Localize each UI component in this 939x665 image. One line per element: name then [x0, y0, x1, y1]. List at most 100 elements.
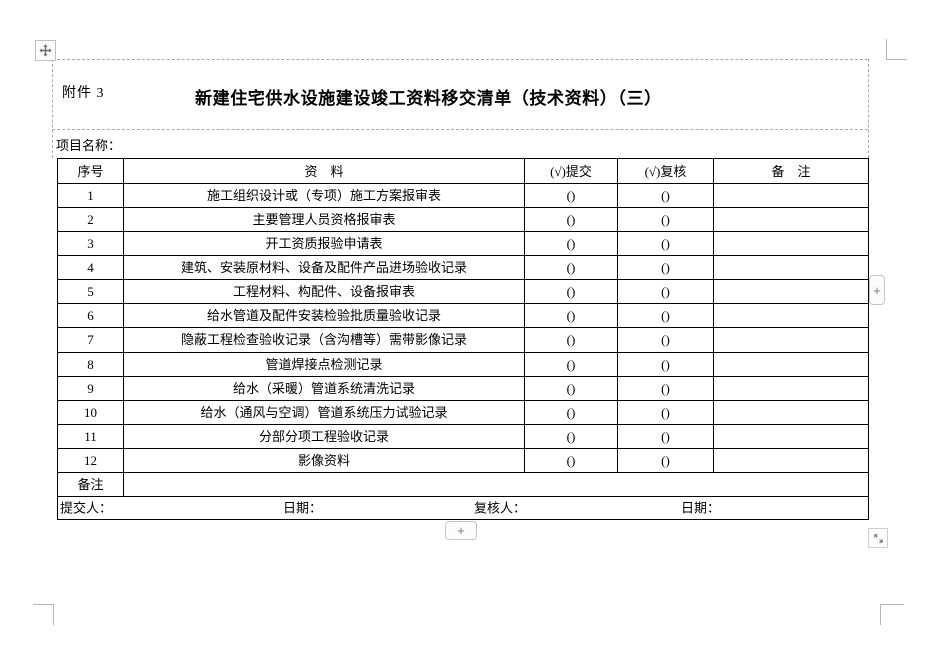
table-row: 10 给水（通风与空调）管道系统压力试验记录 () () [57, 399, 869, 425]
cell-material: 给水管道及配件安装检验批质量验收记录 [123, 303, 525, 329]
cell-remark[interactable] [713, 183, 869, 209]
cell-remark[interactable] [713, 351, 869, 377]
page-corner-mark-bottom-right [880, 604, 904, 625]
cell-remark[interactable] [713, 231, 869, 257]
cell-review[interactable]: () [617, 351, 714, 377]
cell-submit[interactable]: () [524, 303, 618, 329]
remark-row-value[interactable] [123, 471, 869, 497]
submitter-label: 提交人： [60, 500, 113, 516]
cell-remark[interactable] [713, 207, 869, 233]
attachment-label: 附件 3 [62, 86, 105, 101]
cell-material: 隐蔽工程检查验收记录（含沟槽等）需带影像记录 [123, 327, 525, 353]
cell-submit[interactable]: () [524, 447, 618, 473]
cell-review[interactable]: () [617, 399, 714, 425]
header-remark: 备 注 [713, 157, 869, 185]
cell-material: 施工组织设计或（专项）施工方案报审表 [123, 183, 525, 209]
cell-material: 影像资料 [123, 447, 525, 473]
plus-icon: + [457, 523, 465, 538]
remark-row-label: 备注 [57, 471, 124, 497]
table-move-handle[interactable] [35, 40, 56, 61]
cell-material: 分部分项工程验收记录 [123, 423, 525, 449]
text-boundary-middle [52, 129, 868, 130]
cell-remark[interactable] [713, 255, 869, 281]
cell-submit[interactable]: () [524, 351, 618, 377]
cell-review[interactable]: () [617, 447, 714, 473]
signature-cell[interactable]: 提交人： 日期： 复核人： 日期： [57, 495, 869, 521]
table-row: 3 开工资质报验申请表 () () [57, 231, 869, 257]
cell-submit[interactable]: () [524, 207, 618, 233]
cell-submit[interactable]: () [524, 231, 618, 257]
plus-icon: + [873, 282, 881, 298]
text-boundary-top [52, 59, 868, 60]
cell-remark[interactable] [713, 375, 869, 401]
cell-submit[interactable]: () [524, 399, 618, 425]
cell-no: 2 [57, 207, 124, 233]
page-corner-mark-top-right [886, 39, 907, 60]
insert-row-button[interactable]: + [445, 521, 477, 540]
document-title: 新建住宅供水设施建设竣工资料移交清单（技术资料）（三） [195, 89, 662, 108]
cell-material: 主要管理人员资格报审表 [123, 207, 525, 233]
table-row: 1 施工组织设计或（专项）施工方案报审表 () () [57, 183, 869, 209]
cell-no: 10 [57, 399, 124, 425]
cell-remark[interactable] [713, 447, 869, 473]
cell-review[interactable]: () [617, 183, 714, 209]
header-review: (√)复核 [617, 157, 714, 185]
cell-material: 管道焊接点检测记录 [123, 351, 525, 377]
cell-submit[interactable]: () [524, 375, 618, 401]
move-cross-icon [39, 44, 52, 57]
cell-remark[interactable] [713, 279, 869, 305]
cell-review[interactable]: () [617, 423, 714, 449]
cell-no: 12 [57, 447, 124, 473]
table-row: 2 主要管理人员资格报审表 () () [57, 207, 869, 233]
signature-row: 提交人： 日期： 复核人： 日期： [57, 495, 869, 521]
cell-material: 给水（通风与空调）管道系统压力试验记录 [123, 399, 525, 425]
cell-material: 给水（采暖）管道系统清洗记录 [123, 375, 525, 401]
cell-material: 工程材料、构配件、设备报审表 [123, 279, 525, 305]
cell-review[interactable]: () [617, 327, 714, 353]
table-header-row: 序号 资 料 (√)提交 (√)复核 备 注 [57, 157, 869, 185]
cell-submit[interactable]: () [524, 279, 618, 305]
header-material: 资 料 [123, 157, 525, 185]
cell-remark[interactable] [713, 303, 869, 329]
cell-review[interactable]: () [617, 231, 714, 257]
cell-submit[interactable]: () [524, 423, 618, 449]
text-boundary-right [868, 59, 869, 158]
cell-remark[interactable] [713, 399, 869, 425]
header-submit: (√)提交 [524, 157, 618, 185]
cell-material: 开工资质报验申请表 [123, 231, 525, 257]
submit-date-label: 日期： [283, 500, 323, 516]
project-name-label[interactable]: 项目名称： [56, 138, 122, 153]
table-resize-handle[interactable] [868, 528, 888, 548]
cell-remark[interactable] [713, 423, 869, 449]
cell-submit[interactable]: () [524, 255, 618, 281]
cell-review[interactable]: () [617, 207, 714, 233]
cell-no: 9 [57, 375, 124, 401]
table-row: 5 工程材料、构配件、设备报审表 () () [57, 279, 869, 305]
page-corner-mark-bottom-left [33, 604, 54, 625]
cell-submit[interactable]: () [524, 327, 618, 353]
diagonal-resize-icon [872, 532, 885, 545]
cell-review[interactable]: () [617, 255, 714, 281]
review-date-label: 日期： [681, 500, 721, 516]
table-row: 8 管道焊接点检测记录 () () [57, 351, 869, 377]
insert-column-button[interactable]: + [869, 275, 885, 305]
text-boundary-left [52, 59, 53, 158]
remark-row: 备注 [57, 471, 869, 497]
table-row: 12 影像资料 () () [57, 447, 869, 473]
table-row: 6 给水管道及配件安装检验批质量验收记录 () () [57, 303, 869, 329]
cell-no: 11 [57, 423, 124, 449]
table-row: 11 分部分项工程验收记录 () () [57, 423, 869, 449]
cell-submit[interactable]: () [524, 183, 618, 209]
cell-review[interactable]: () [617, 375, 714, 401]
header-no: 序号 [57, 157, 124, 185]
table-row: 9 给水（采暖）管道系统清洗记录 () () [57, 375, 869, 401]
table-row: 7 隐蔽工程检查验收记录（含沟槽等）需带影像记录 () () [57, 327, 869, 353]
reviewer-label: 复核人： [474, 500, 527, 516]
cell-no: 6 [57, 303, 124, 329]
cell-remark[interactable] [713, 327, 869, 353]
cell-review[interactable]: () [617, 303, 714, 329]
cell-no: 4 [57, 255, 124, 281]
cell-review[interactable]: () [617, 279, 714, 305]
cell-material: 建筑、安装原材料、设备及配件产品进场验收记录 [123, 255, 525, 281]
